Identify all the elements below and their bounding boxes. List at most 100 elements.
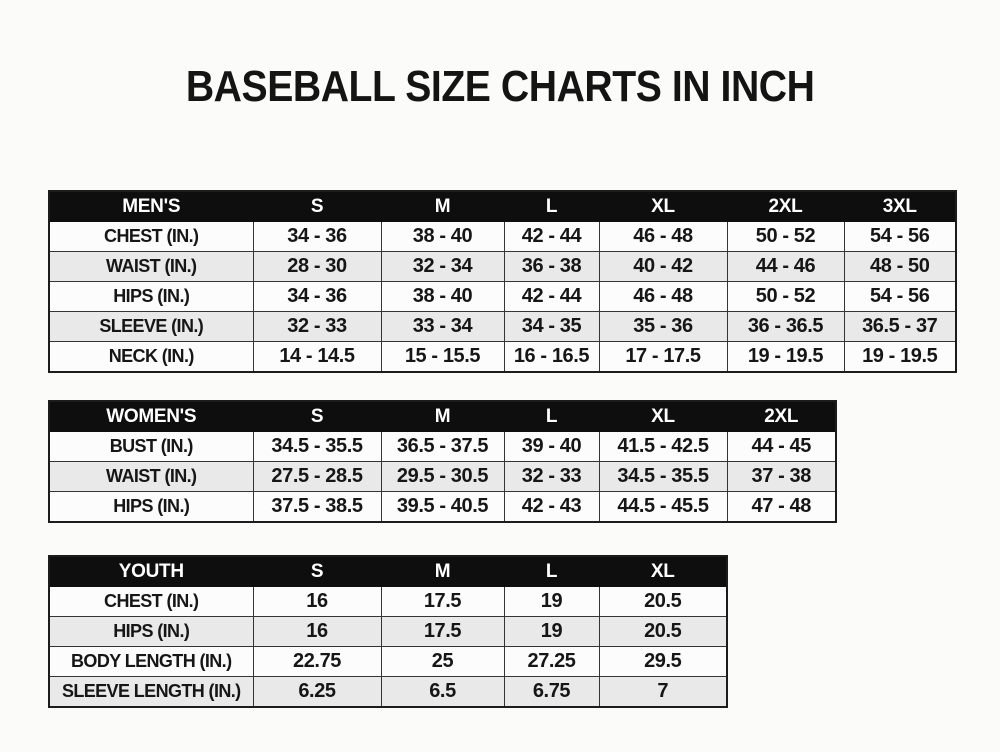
mens-size-value: 32 - 33 <box>252 311 382 342</box>
womens-size-value: 44.5 - 45.5 <box>598 491 728 523</box>
womens-row-label: HIPS (IN.) <box>48 491 254 523</box>
mens-measurement-row: WAIST (IN.) 28 - 30 32 - 34 36 - 38 40 - 42 4… <box>48 251 957 282</box>
youth-size-value: 17.5 <box>380 616 505 647</box>
womens-size-column-header: L <box>503 400 600 432</box>
youth-size-value: 20.5 <box>598 586 728 617</box>
youth-size-value: 22.75 <box>252 646 382 677</box>
mens-size-value: 19 - 19.5 <box>726 341 845 373</box>
youth-row-label: CHEST (IN.) <box>48 586 254 617</box>
mens-size-column-header: M <box>380 190 505 222</box>
womens-row-label: BUST (IN.) <box>48 431 254 462</box>
youth-size-column-header: L <box>503 555 600 587</box>
youth-size-value: 16 <box>252 616 382 647</box>
womens-size-value: 34.5 - 35.5 <box>598 461 728 492</box>
womens-size-value: 36.5 - 37.5 <box>380 431 505 462</box>
womens-group-header: WOMEN'S <box>48 400 254 432</box>
mens-row-label: CHEST (IN.) <box>48 221 254 252</box>
youth-measurement-row: SLEEVE LENGTH (IN.) 6.25 6.5 6.75 7 <box>48 676 728 708</box>
mens-measurement-row: SLEEVE (IN.) 32 - 33 33 - 34 34 - 35 35 - 36… <box>48 311 957 342</box>
mens-measurement-row: CHEST (IN.) 34 - 36 38 - 40 42 - 44 46 - 48 5… <box>48 221 957 252</box>
mens-size-value: 46 - 48 <box>598 221 728 252</box>
womens-size-column-header: S <box>252 400 382 432</box>
youth-row-label: SLEEVE LENGTH (IN.) <box>48 676 254 708</box>
womens-size-value: 37 - 38 <box>726 461 837 492</box>
womens-size-value: 39.5 - 40.5 <box>380 491 505 523</box>
mens-size-value: 28 - 30 <box>252 251 382 282</box>
mens-size-value: 42 - 44 <box>503 221 600 252</box>
youth-table: YOUTH S M L XL CHEST (IN.) 16 17.5 19 20.5 HIPS (I… <box>48 555 728 708</box>
youth-measurement-row: CHEST (IN.) 16 17.5 19 20.5 <box>48 586 728 617</box>
page-title: BASEBALL SIZE CHARTS IN INCH <box>0 62 1000 112</box>
mens-table: MEN'S S M L XL 2XL 3XL CHEST (IN.) 34 - 36 38 - 4… <box>48 190 957 373</box>
mens-size-value: 40 - 42 <box>598 251 728 282</box>
mens-size-value: 36 - 38 <box>503 251 600 282</box>
youth-size-value: 20.5 <box>598 616 728 647</box>
youth-size-column-header: M <box>380 555 505 587</box>
youth-size-value: 29.5 <box>598 646 728 677</box>
mens-size-value: 34 - 36 <box>252 281 382 312</box>
youth-size-value: 19 <box>503 616 600 647</box>
youth-row-label: BODY LENGTH (IN.) <box>48 646 254 677</box>
mens-size-value: 36.5 - 37 <box>843 311 957 342</box>
mens-size-value: 15 - 15.5 <box>380 341 505 373</box>
womens-size-value: 47 - 48 <box>726 491 837 523</box>
mens-size-table: MEN'S S M L XL 2XL 3XL CHEST (IN.) 34 - 36 38 - 4… <box>48 190 957 373</box>
womens-size-value: 41.5 - 42.5 <box>598 431 728 462</box>
mens-row-label: HIPS (IN.) <box>48 281 254 312</box>
mens-size-value: 36 - 36.5 <box>726 311 845 342</box>
mens-size-value: 14 - 14.5 <box>252 341 382 373</box>
youth-header-row: YOUTH S M L XL <box>48 555 728 587</box>
youth-size-value: 6.75 <box>503 676 600 708</box>
womens-size-column-header: 2XL <box>726 400 837 432</box>
womens-size-column-header: XL <box>598 400 728 432</box>
youth-size-value: 17.5 <box>380 586 505 617</box>
mens-size-value: 46 - 48 <box>598 281 728 312</box>
youth-size-value: 6.25 <box>252 676 382 708</box>
youth-size-value: 25 <box>380 646 505 677</box>
mens-size-value: 38 - 40 <box>380 281 505 312</box>
mens-size-value: 50 - 52 <box>726 281 845 312</box>
womens-size-value: 37.5 - 38.5 <box>252 491 382 523</box>
mens-row-label: SLEEVE (IN.) <box>48 311 254 342</box>
mens-row-label: NECK (IN.) <box>48 341 254 373</box>
youth-size-value: 19 <box>503 586 600 617</box>
womens-size-value: 34.5 - 35.5 <box>252 431 382 462</box>
page-title-text: BASEBALL SIZE CHARTS IN INCH <box>185 62 815 111</box>
mens-size-column-header: 2XL <box>726 190 845 222</box>
womens-row-label: WAIST (IN.) <box>48 461 254 492</box>
womens-size-value: 32 - 33 <box>503 461 600 492</box>
womens-table: WOMEN'S S M L XL 2XL BUST (IN.) 34.5 - 35.5 36.5… <box>48 400 837 523</box>
mens-measurement-row: HIPS (IN.) 34 - 36 38 - 40 42 - 44 46 - 48 50… <box>48 281 957 312</box>
womens-size-column-header: M <box>380 400 505 432</box>
mens-size-value: 16 - 16.5 <box>503 341 600 373</box>
womens-size-value: 27.5 - 28.5 <box>252 461 382 492</box>
womens-size-value: 42 - 43 <box>503 491 600 523</box>
youth-size-column-header: XL <box>598 555 728 587</box>
mens-size-value: 50 - 52 <box>726 221 845 252</box>
mens-size-value: 42 - 44 <box>503 281 600 312</box>
youth-measurement-row: HIPS (IN.) 16 17.5 19 20.5 <box>48 616 728 647</box>
womens-header-row: WOMEN'S S M L XL 2XL <box>48 400 837 432</box>
mens-size-value: 48 - 50 <box>843 251 957 282</box>
mens-group-header: MEN'S <box>48 190 254 222</box>
youth-size-value: 27.25 <box>503 646 600 677</box>
mens-size-column-header: S <box>252 190 382 222</box>
womens-size-value: 29.5 - 30.5 <box>380 461 505 492</box>
youth-size-value: 16 <box>252 586 382 617</box>
womens-measurement-row: WAIST (IN.) 27.5 - 28.5 29.5 - 30.5 32 - 33… <box>48 461 837 492</box>
mens-size-value: 32 - 34 <box>380 251 505 282</box>
mens-size-value: 38 - 40 <box>380 221 505 252</box>
womens-measurement-row: BUST (IN.) 34.5 - 35.5 36.5 - 37.5 39 - 40 4… <box>48 431 837 462</box>
youth-size-table: YOUTH S M L XL CHEST (IN.) 16 17.5 19 20.5 HIPS (I… <box>48 555 728 708</box>
mens-header-row: MEN'S S M L XL 2XL 3XL <box>48 190 957 222</box>
mens-size-value: 54 - 56 <box>843 221 957 252</box>
youth-row-label: HIPS (IN.) <box>48 616 254 647</box>
youth-size-value: 6.5 <box>380 676 505 708</box>
womens-size-table: WOMEN'S S M L XL 2XL BUST (IN.) 34.5 - 35.5 36.5… <box>48 400 837 523</box>
mens-row-label: WAIST (IN.) <box>48 251 254 282</box>
mens-size-value: 54 - 56 <box>843 281 957 312</box>
womens-measurement-row: HIPS (IN.) 37.5 - 38.5 39.5 - 40.5 42 - 43 4… <box>48 491 837 523</box>
mens-size-value: 17 - 17.5 <box>598 341 728 373</box>
mens-measurement-row: NECK (IN.) 14 - 14.5 15 - 15.5 16 - 16.5 17 … <box>48 341 957 373</box>
youth-group-header: YOUTH <box>48 555 254 587</box>
